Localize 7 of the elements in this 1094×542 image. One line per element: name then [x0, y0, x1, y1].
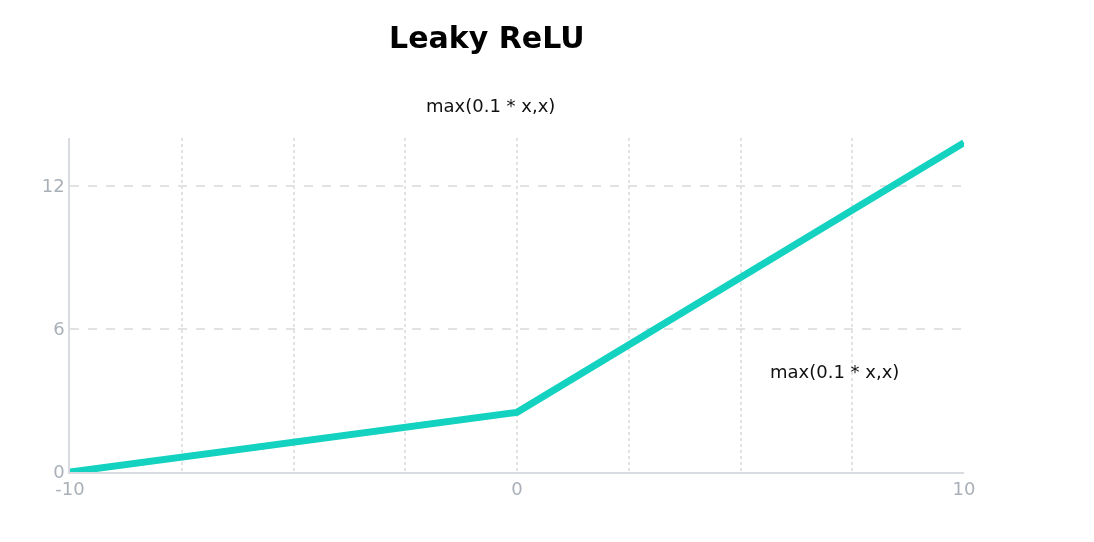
chart-title: Leaky ReLU: [389, 20, 585, 56]
x-tick-label: 10: [952, 478, 976, 500]
annotation: max(0.1 * x,x): [770, 361, 900, 382]
x-tick-label: 0: [511, 478, 523, 500]
y-tick-label: 6: [53, 318, 65, 340]
chart-subtitle: max(0.1 * x,x): [426, 95, 556, 116]
y-tick-label: 12: [41, 175, 65, 197]
